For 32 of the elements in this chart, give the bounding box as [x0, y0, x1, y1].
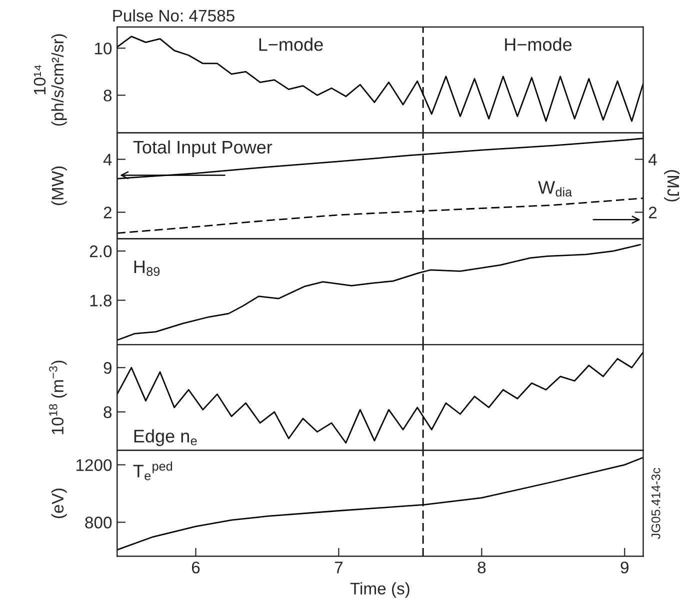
annotation: H−mode [505, 38, 572, 51]
x-tick-label: 7 [334, 562, 343, 574]
line-series [117, 244, 642, 341]
annotation: Total Input Power [133, 140, 272, 158]
y-tick-label: 9 [104, 362, 112, 374]
y-tick-label: 1.8 [90, 294, 112, 306]
y-tick-label: 4 [103, 154, 112, 166]
chart-title: Pulse No: 47585 [113, 9, 234, 22]
y2-tick-label: 4 [648, 154, 657, 166]
annotation: W$_{dia}$ [538, 181, 572, 197]
y2-tick-label: 2 [648, 206, 657, 218]
x-tick-label: 8 [478, 562, 486, 574]
x-axis-title: Time (s) [350, 582, 410, 598]
x-tick-label: 6 [192, 562, 200, 574]
annotation: T$_{e}$$^{ped}$ [133, 461, 172, 480]
y-axis-title: 10¹⁴ (ph/s/cm²/sr) [34, 34, 67, 126]
annotation: Edge n$_{e}$ [134, 429, 197, 446]
y-axis-title: (eV) [51, 488, 67, 518]
annotation: H$_{89}$ [134, 260, 160, 276]
y2-axis-title: (MJ) [664, 170, 680, 202]
y-tick-label: 800 [85, 516, 112, 528]
y-tick-label: 8 [104, 406, 112, 418]
text: JG05.414-3c [651, 468, 660, 539]
x-tick-label: 9 [620, 562, 628, 574]
annotation: L−mode [259, 38, 323, 51]
y-tick-label: 1200 [76, 459, 112, 471]
y-tick-label: 2.0 [90, 245, 112, 258]
y-tick-label: 2 [104, 206, 112, 218]
y-axis-title: 10$^{18}$ (m$^{−3}$) [49, 360, 67, 434]
y-tick-label: 10 [95, 42, 112, 54]
y-tick-label: 8 [104, 90, 112, 102]
y-axis-title: (MW) [51, 166, 67, 206]
